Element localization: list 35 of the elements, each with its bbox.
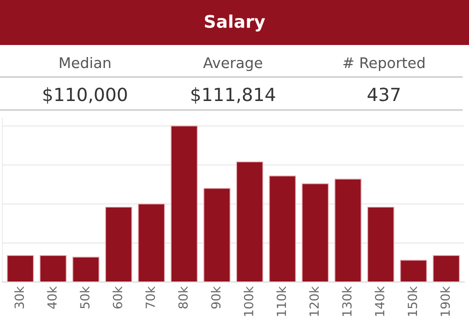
x-tick-label: 110k	[276, 286, 286, 316]
x-tick-label: 120k	[309, 286, 319, 316]
text: Median	[60, 56, 110, 68]
x-tick-label: 90k	[210, 286, 221, 309]
text: Average	[203, 57, 262, 72]
x-tick-label: 150k	[407, 286, 418, 316]
x-tick-label: 30k	[14, 286, 24, 308]
bar	[72, 256, 100, 282]
text: Salary	[204, 14, 266, 32]
bar	[40, 255, 67, 282]
x-tick-label: 190k	[440, 286, 450, 316]
bar	[432, 255, 460, 282]
x-tick-label: 80k	[178, 286, 188, 308]
bar	[400, 260, 428, 282]
bar	[203, 188, 230, 282]
x-tick-label: 70k	[145, 286, 156, 308]
bar	[334, 178, 362, 282]
bar	[367, 206, 394, 282]
bar	[138, 204, 165, 282]
x-tick-label: 100k	[244, 286, 254, 316]
x-tick-label: 130k	[342, 286, 352, 316]
x-tick-label: 60k	[112, 286, 122, 308]
bar	[268, 175, 296, 282]
bar	[170, 126, 198, 282]
x-tick-label: 140k	[374, 286, 384, 316]
text: $110,000	[43, 87, 127, 104]
bar	[302, 183, 329, 282]
x-tick-label: 50k	[80, 286, 90, 308]
text: 437	[368, 88, 400, 102]
text: # Reported	[343, 56, 424, 72]
bar	[6, 255, 34, 282]
text: $111,814	[191, 87, 276, 104]
bar	[236, 161, 264, 282]
bar	[105, 206, 132, 282]
x-tick-label: 40k	[47, 286, 57, 309]
